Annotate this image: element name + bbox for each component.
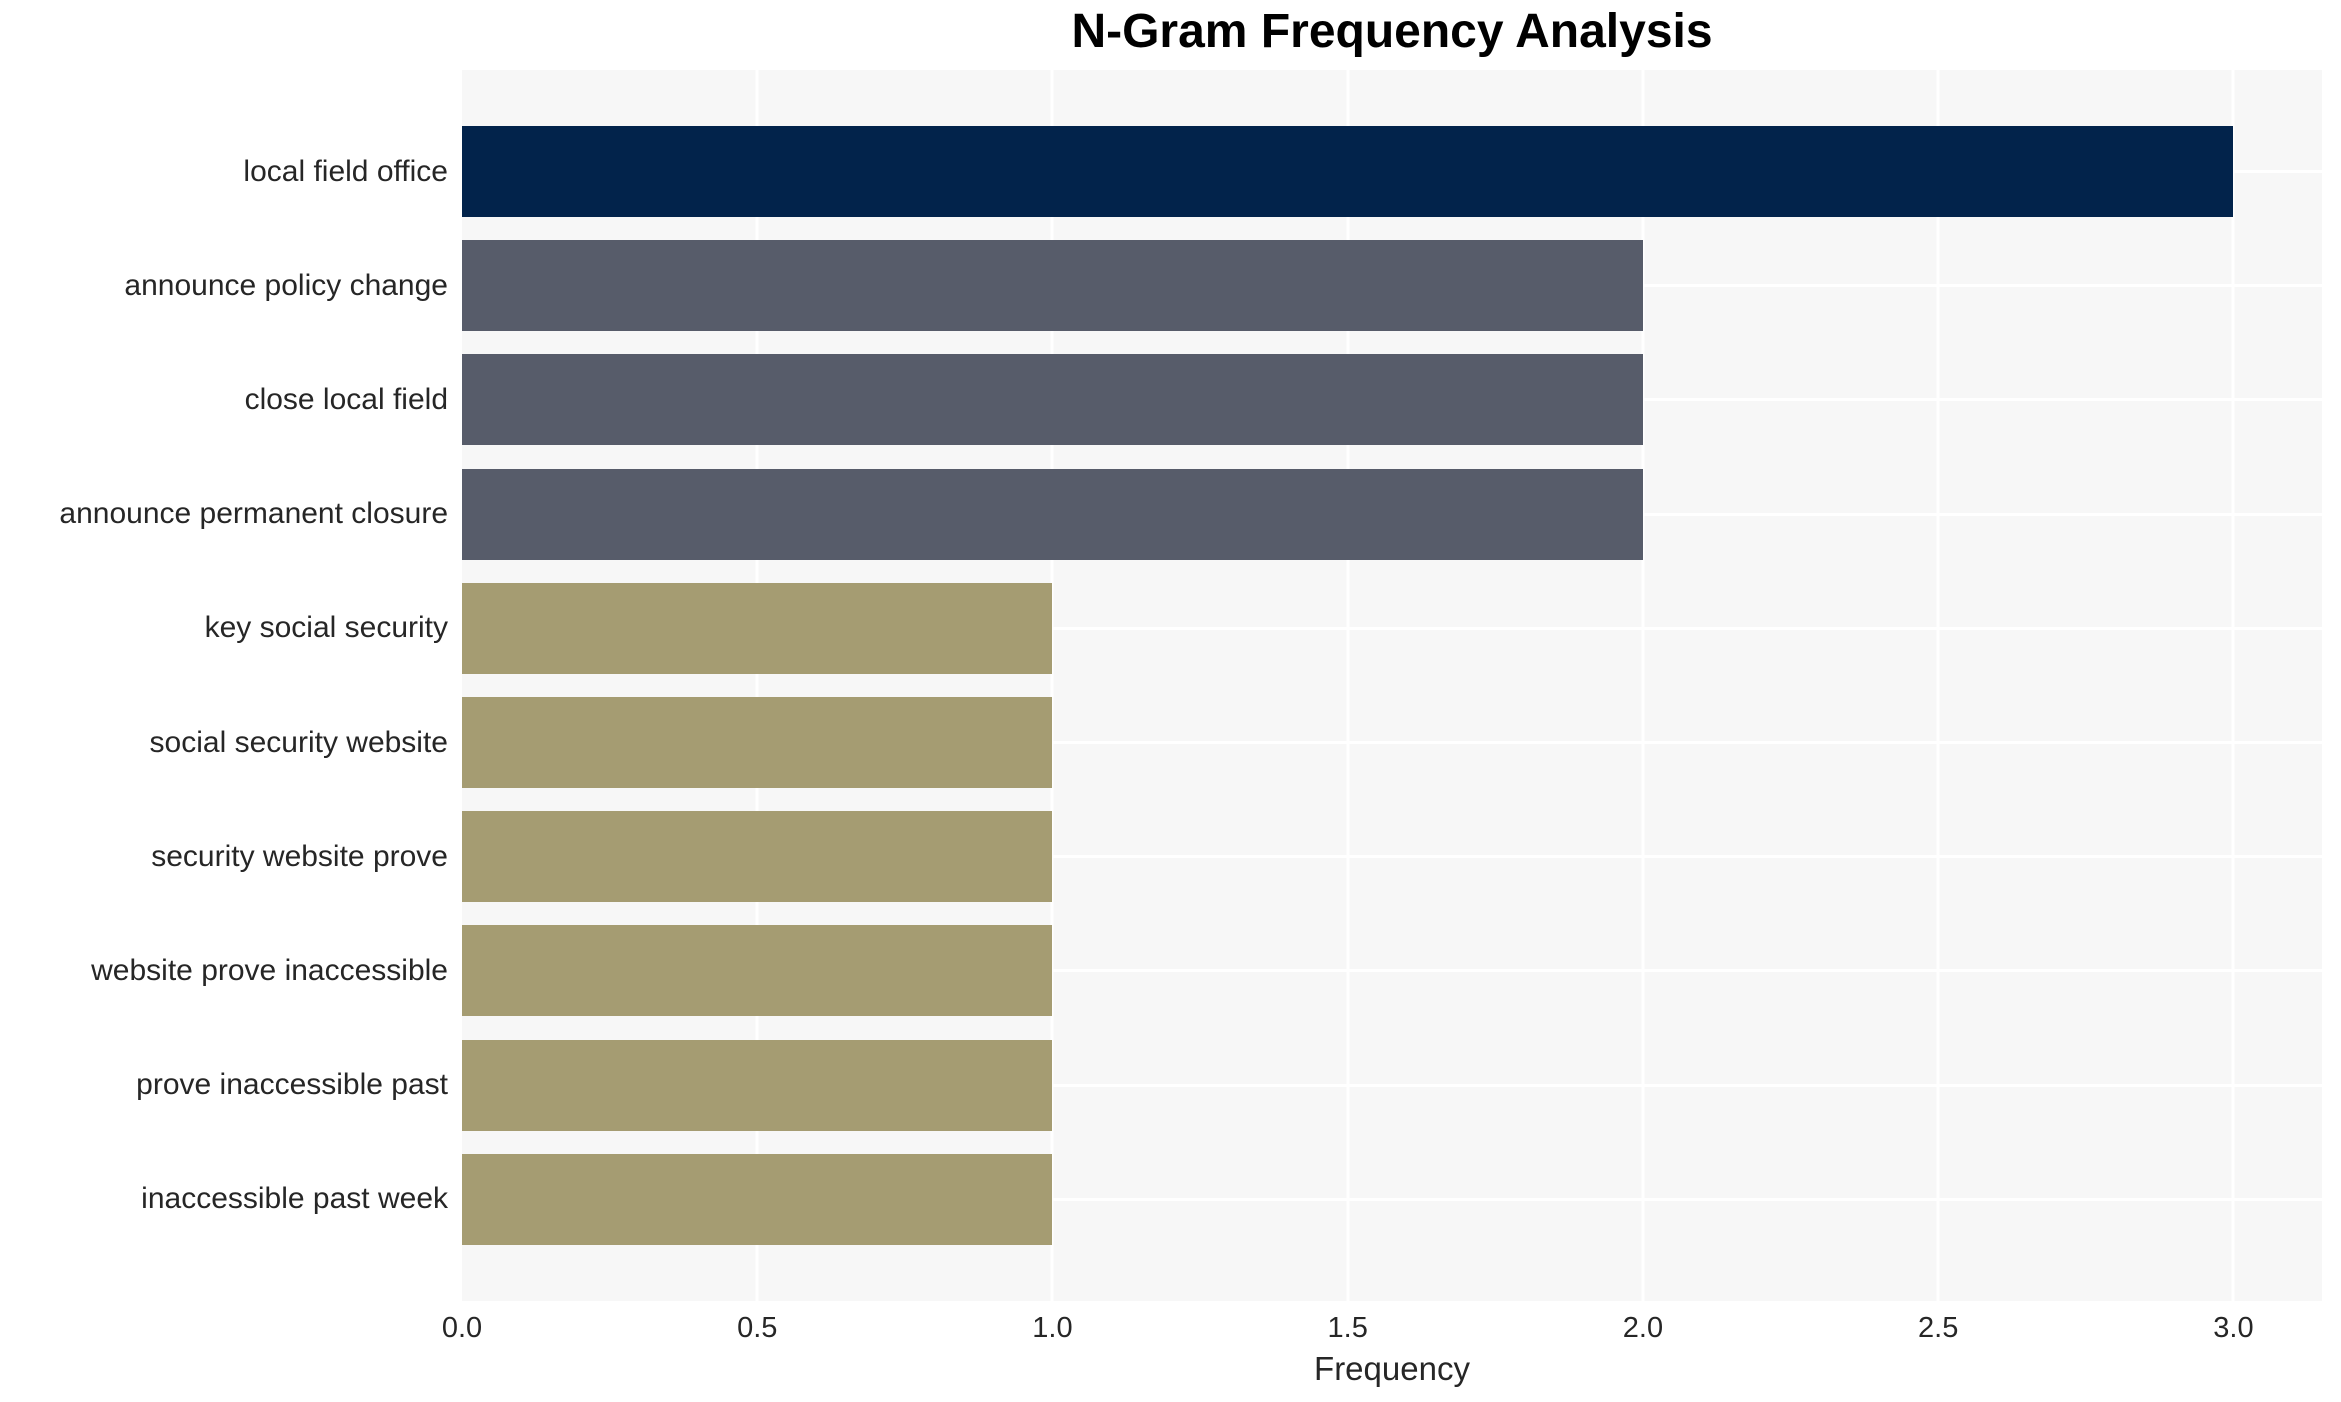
x-axis-tick-label: 2.0	[1622, 1312, 1664, 1344]
x-axis-tick-label: 3.0	[2213, 1312, 2254, 1344]
bar	[462, 811, 1053, 903]
y-axis-label: close local field	[244, 382, 448, 416]
y-axis-labels: local field office announce policy change…	[0, 70, 448, 1301]
gridline-vertical	[755, 70, 759, 1301]
bar	[462, 468, 1643, 560]
bar	[462, 240, 1643, 332]
gridline-horizontal	[462, 1197, 2322, 1201]
x-axis-label: Frequency	[1314, 1350, 1470, 1387]
x-axis-tick-label: 1.0	[1032, 1312, 1073, 1344]
y-axis-label: local field office	[243, 154, 448, 188]
y-axis-label: announce policy change	[124, 268, 448, 302]
y-axis-label: website prove inaccessible	[91, 953, 448, 987]
bar	[462, 1153, 1053, 1245]
gridline-horizontal	[462, 855, 2322, 859]
gridline-vertical	[1936, 70, 1940, 1301]
bar	[462, 925, 1053, 1017]
gridline-vertical	[1346, 70, 1350, 1301]
gridline-vertical	[2231, 70, 2235, 1301]
x-axis-tick-label: 0.5	[737, 1312, 778, 1344]
plot-area	[462, 70, 2322, 1301]
gridline-horizontal	[462, 969, 2322, 973]
chart-title: N-Gram Frequency Analysis	[1071, 5, 1713, 58]
gridline-vertical	[1050, 70, 1054, 1301]
x-axis-tick-label: 1.5	[1327, 1312, 1368, 1344]
bar	[462, 697, 1053, 788]
x-axis-tick-label: 0.0	[441, 1312, 483, 1344]
y-axis-label: announce permanent closure	[59, 497, 448, 531]
y-axis-label: security website prove	[151, 839, 448, 873]
x-axis-ticks: 0.0 0.5 1.0 1.5 2.0 2.5 3.0	[0, 1312, 2341, 1348]
gridline-horizontal	[462, 626, 2322, 630]
y-axis-label: inaccessible past week	[141, 1182, 448, 1216]
gridline-horizontal	[462, 1083, 2322, 1087]
y-axis-label: key social security	[204, 611, 448, 645]
bar	[462, 126, 2234, 217]
gridline-vertical	[1641, 70, 1645, 1301]
y-axis-label: social security website	[149, 725, 448, 759]
y-axis-label: prove inaccessible past	[136, 1068, 448, 1102]
x-axis-tick-label: 2.5	[1918, 1312, 1959, 1344]
bar	[462, 1039, 1053, 1131]
bar	[462, 582, 1053, 674]
gridline-horizontal	[462, 741, 2322, 744]
bar	[462, 354, 1643, 446]
